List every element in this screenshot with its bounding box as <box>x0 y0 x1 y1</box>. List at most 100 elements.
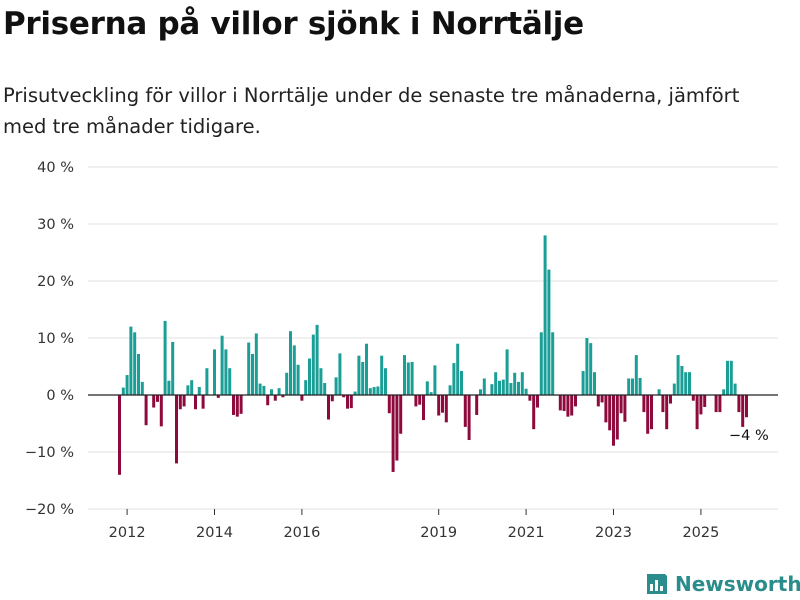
bar <box>669 395 672 404</box>
bar <box>327 395 330 420</box>
bar <box>414 395 418 407</box>
bar <box>372 387 376 395</box>
bar <box>285 372 289 395</box>
bar <box>205 368 209 395</box>
bar <box>444 395 448 423</box>
bar <box>566 395 570 417</box>
bar <box>672 383 676 395</box>
bar <box>338 353 342 395</box>
y-tick-label: 20 % <box>37 274 74 290</box>
bar <box>619 395 623 414</box>
bar <box>532 395 536 430</box>
y-tick-label: 10 % <box>37 331 74 347</box>
bar <box>159 395 163 427</box>
bar <box>520 372 524 395</box>
bar <box>691 395 695 401</box>
bar <box>657 389 661 395</box>
bar <box>410 361 414 395</box>
bar <box>300 395 304 401</box>
bar <box>714 395 718 413</box>
bar <box>505 349 509 395</box>
bar <box>308 358 311 395</box>
bar <box>600 395 604 403</box>
bar <box>703 395 707 407</box>
chart-title: Priserna på villor sjönk i Norrtälje <box>3 6 584 42</box>
bar <box>167 380 171 395</box>
bar <box>118 395 121 475</box>
bar <box>425 381 429 395</box>
bar <box>334 377 338 395</box>
bar <box>228 368 232 395</box>
bar <box>368 388 372 395</box>
bar <box>528 395 532 401</box>
bar <box>376 386 380 395</box>
bar <box>422 395 425 421</box>
bar <box>581 371 585 395</box>
bar <box>418 395 422 405</box>
bar <box>380 355 384 395</box>
y-tick-label: 30 % <box>37 217 74 233</box>
bar <box>536 395 539 408</box>
bar <box>125 375 129 395</box>
bar <box>623 395 627 422</box>
bar <box>684 372 688 395</box>
bar <box>585 338 589 395</box>
x-tick-label: 2025 <box>682 525 719 541</box>
bar <box>201 395 205 409</box>
bar <box>494 372 498 395</box>
bar <box>475 395 479 415</box>
bar <box>194 395 197 410</box>
bar <box>441 395 444 413</box>
bar <box>726 360 729 395</box>
newsworthy-logo: Newsworthy <box>645 569 800 599</box>
bar <box>270 389 273 395</box>
bar <box>676 355 680 395</box>
bar <box>292 345 296 395</box>
bar <box>745 395 748 418</box>
bar <box>346 395 349 409</box>
bar <box>152 395 156 408</box>
bar <box>304 380 308 395</box>
bar <box>680 365 684 395</box>
bar <box>460 371 463 395</box>
bar <box>638 377 642 395</box>
bar <box>513 372 517 395</box>
bar <box>631 378 634 395</box>
bar <box>224 349 228 395</box>
bar <box>197 387 201 395</box>
y-tick-label: 40 % <box>37 160 74 176</box>
bar <box>509 383 513 395</box>
x-tick-label: 2012 <box>109 525 146 541</box>
bar <box>627 378 631 395</box>
y-tick-label: 0 % <box>46 388 74 404</box>
chart-subtitle: Prisutveckling för villor i Norrtälje un… <box>3 84 740 138</box>
bar <box>323 383 327 395</box>
bar <box>650 395 653 430</box>
bar <box>239 395 243 414</box>
bar <box>121 387 125 395</box>
bar <box>547 269 551 395</box>
bar <box>596 395 600 407</box>
bar <box>357 355 361 395</box>
bar <box>517 381 520 395</box>
bar <box>733 383 737 395</box>
bar-chart: 40 % 30 % 20 % 10 % 0 % −10 % −20 % 2012 2014 201… <box>25 160 778 541</box>
x-tick-label: 2016 <box>283 525 320 541</box>
bar <box>182 395 186 407</box>
bar <box>403 355 406 395</box>
bar <box>615 395 619 440</box>
bar <box>235 395 239 417</box>
bar <box>171 341 175 395</box>
bar <box>448 385 452 395</box>
bar <box>718 395 722 413</box>
bar <box>593 372 596 395</box>
newsworthy-logo-icon <box>647 574 667 594</box>
bar <box>163 320 167 395</box>
bar <box>539 332 543 395</box>
bar <box>574 395 577 407</box>
newsworthy-logo-text: Newsworthy <box>675 572 800 596</box>
last-value-label: −4 % <box>729 428 769 444</box>
bar <box>452 363 456 395</box>
bar <box>562 395 566 411</box>
bar <box>612 395 615 446</box>
